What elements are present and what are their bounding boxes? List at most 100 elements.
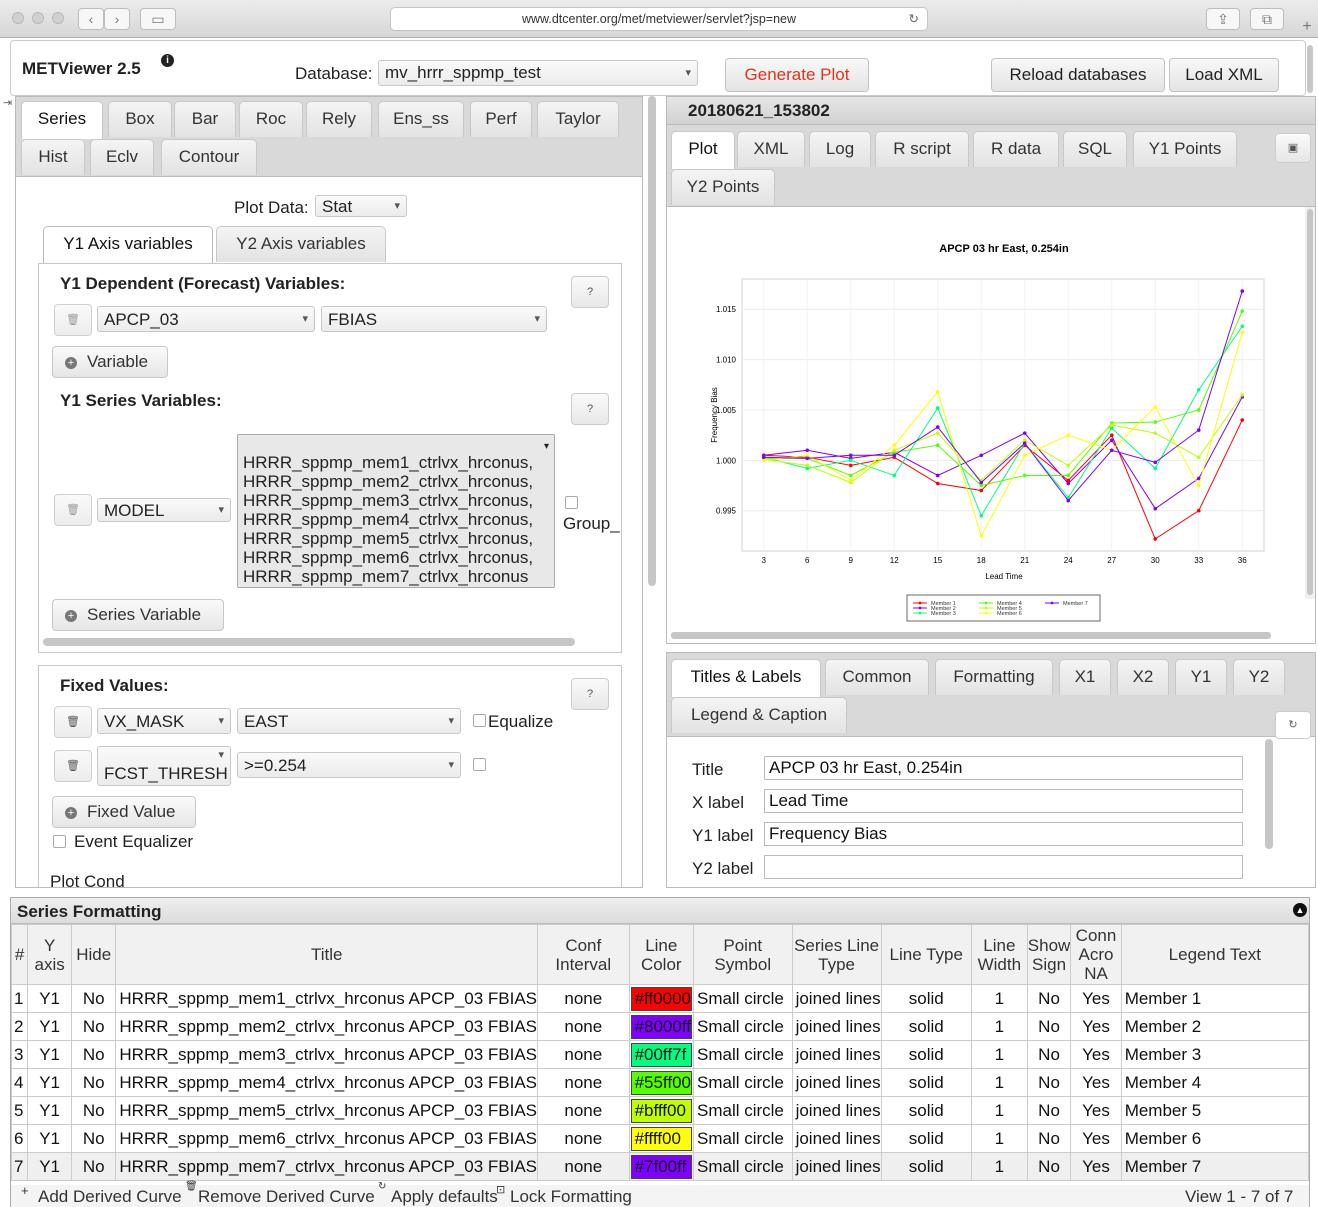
trash-icon[interactable]: 🗑 — [54, 750, 92, 782]
line-color-cell[interactable]: #bfff00 — [628, 1096, 694, 1125]
tab-bar[interactable]: Bar — [174, 101, 236, 137]
line-width-cell[interactable]: 1 — [970, 1012, 1028, 1041]
add-derived-curve-button[interactable]: Add Derived Curve — [38, 1187, 182, 1206]
title-cell[interactable]: HRRR_sppmp_mem6_ctrlvx_hrconus APCP_03 F… — [115, 1124, 539, 1153]
point-symbol-cell[interactable]: Small circle — [692, 1068, 793, 1097]
color-swatch[interactable]: #00ff7f — [630, 1042, 692, 1067]
table-row[interactable]: 1 Y1 No HRRR_sppmp_mem1_ctrlvx_hrconus APCP… — [10, 984, 1310, 1013]
help-fixed-button[interactable]: ? — [571, 678, 609, 710]
tab-roc[interactable]: Roc — [239, 101, 303, 137]
conf-interval-cell[interactable]: none — [537, 1124, 630, 1153]
fixed2-checkbox[interactable] — [473, 758, 486, 771]
line-color-cell[interactable]: #00ff7f — [628, 1040, 694, 1069]
minimize-window-icon[interactable] — [32, 12, 44, 24]
equalize-checkbox[interactable] — [473, 714, 486, 727]
tab-hist[interactable]: Hist — [21, 139, 85, 175]
legend-text-cell[interactable]: Member 6 — [1120, 1124, 1310, 1153]
col-hide[interactable]: Hide — [70, 924, 117, 985]
tab-rely[interactable]: Rely — [306, 101, 372, 137]
load-xml-button[interactable]: Load XML — [1169, 58, 1279, 92]
legend-text-cell[interactable]: Member 4 — [1120, 1068, 1310, 1097]
hide-cell[interactable]: No — [70, 1124, 117, 1153]
col-line-type[interactable]: Line Type — [880, 924, 972, 985]
color-swatch[interactable]: #ffff00 — [630, 1126, 692, 1151]
line-type-cell[interactable]: solid — [880, 1152, 972, 1181]
title-field[interactable]: APCP 03 hr East, 0.254in — [764, 756, 1243, 780]
list-item[interactable]: HRRR_sppmp_mem3_ctrlvx_hrconus, — [243, 491, 534, 510]
remove-derived-curve-button[interactable]: Remove Derived Curve — [198, 1187, 375, 1206]
line-width-cell[interactable]: 1 — [970, 984, 1028, 1013]
series-line-type-cell[interactable]: joined lines — [791, 1096, 882, 1125]
legend-text-cell[interactable]: Member 7 — [1120, 1152, 1310, 1181]
table-row[interactable]: 3 Y1 No HRRR_sppmp_mem3_ctrlvx_hrconus APCP… — [10, 1040, 1310, 1069]
line-width-cell[interactable]: 1 — [970, 1096, 1028, 1125]
show-sign-cell[interactable]: No — [1026, 1124, 1072, 1153]
color-swatch[interactable]: #ff0000 — [630, 986, 692, 1011]
event-equalizer-checkbox[interactable] — [53, 835, 66, 848]
line-type-cell[interactable]: solid — [880, 1012, 972, 1041]
col-series-line-type[interactable]: Series Line Type — [791, 924, 882, 985]
conf-interval-cell[interactable]: none — [537, 1040, 630, 1069]
add-fixed-value-button[interactable]: + Fixed Value — [52, 796, 196, 828]
line-type-cell[interactable]: solid — [880, 1040, 972, 1069]
series-line-type-cell[interactable]: joined lines — [791, 1124, 882, 1153]
conf-interval-cell[interactable]: none — [537, 1012, 630, 1041]
point-symbol-cell[interactable]: Small circle — [692, 1096, 793, 1125]
y-axis-cell[interactable]: Y1 — [27, 1040, 72, 1069]
plot-vertical-scrollbar[interactable] — [1307, 209, 1313, 595]
header-scrollbar[interactable] — [1307, 45, 1313, 93]
conn-acro-na-cell[interactable]: Yes — [1070, 1040, 1122, 1069]
line-type-cell[interactable]: solid — [880, 984, 972, 1013]
series-line-type-cell[interactable]: joined lines — [791, 984, 882, 1013]
show-sign-cell[interactable]: No — [1026, 1068, 1072, 1097]
tab-contour[interactable]: Contour — [161, 139, 257, 175]
fixed-value-select-1[interactable]: EAST — [237, 708, 461, 734]
title-cell[interactable]: HRRR_sppmp_mem4_ctrlvx_hrconus APCP_03 F… — [115, 1068, 539, 1097]
conf-interval-cell[interactable]: none — [537, 984, 630, 1013]
tab-y2-axis-variables[interactable]: Y2 Axis variables — [216, 226, 386, 262]
tab-xml[interactable]: XML — [737, 131, 805, 167]
list-item[interactable]: HRRR_sppmp_mem4_ctrlvx_hrconus, — [243, 510, 534, 529]
hide-cell[interactable]: No — [70, 1012, 117, 1041]
tab-titles-labels[interactable]: Titles & Labels — [671, 659, 821, 697]
fixed-variable-select-2[interactable]: FCST_THRESH — [97, 746, 231, 786]
tab-taylor[interactable]: Taylor — [537, 101, 619, 137]
database-select[interactable]: mv_hrrr_sppmp_test — [378, 60, 698, 86]
line-color-cell[interactable]: #7f00ff — [628, 1152, 694, 1181]
line-type-cell[interactable]: solid — [880, 1068, 972, 1097]
table-row[interactable]: 5 Y1 No HRRR_sppmp_mem5_ctrlvx_hrconus APCP… — [10, 1096, 1310, 1125]
show-sign-cell[interactable]: No — [1026, 1040, 1072, 1069]
y2label-field[interactable] — [764, 855, 1243, 879]
color-swatch[interactable]: #bfff00 — [630, 1098, 692, 1123]
title-cell[interactable]: HRRR_sppmp_mem2_ctrlvx_hrconus APCP_03 F… — [115, 1012, 539, 1041]
dependent-variable-select[interactable]: APCP_03 — [97, 306, 315, 332]
trash-icon[interactable]: 🗑 — [54, 304, 92, 336]
fixed-variable-select-1[interactable]: VX_MASK — [97, 708, 231, 734]
table-row[interactable]: 4 Y1 No HRRR_sppmp_mem4_ctrlvx_hrconus APCP… — [10, 1068, 1310, 1097]
series-line-type-cell[interactable]: joined lines — [791, 1068, 882, 1097]
line-width-cell[interactable]: 1 — [970, 1068, 1028, 1097]
trash-icon[interactable]: 🗑 — [54, 494, 92, 526]
collapse-icon[interactable]: ▲ — [1293, 903, 1307, 917]
close-window-icon[interactable] — [12, 12, 24, 24]
point-symbol-cell[interactable]: Small circle — [692, 1152, 793, 1181]
lock-formatting-button[interactable]: Lock Formatting — [510, 1187, 632, 1206]
line-width-cell[interactable]: 1 — [970, 1040, 1028, 1069]
col-title[interactable]: Title — [115, 924, 539, 985]
show-sign-cell[interactable]: No — [1026, 1012, 1072, 1041]
tab-y1-points[interactable]: Y1 Points — [1133, 131, 1237, 167]
add-variable-button[interactable]: + Variable — [52, 346, 168, 378]
list-item[interactable]: HRRR_sppmp_mem6_ctrlvx_hrconus, — [243, 548, 534, 567]
refresh-icon[interactable]: ↻ — [1275, 711, 1311, 739]
dependent-stat-select[interactable]: FBIAS — [321, 306, 547, 332]
line-color-cell[interactable]: #ff0000 — [628, 984, 694, 1013]
back-icon[interactable]: ‹ — [78, 8, 104, 30]
line-color-cell[interactable]: #ffff00 — [628, 1124, 694, 1153]
y-axis-cell[interactable]: Y1 — [27, 1096, 72, 1125]
y-axis-cell[interactable]: Y1 — [27, 1068, 72, 1097]
col-number[interactable]: # — [10, 924, 29, 985]
tab-y1[interactable]: Y1 — [1175, 659, 1227, 695]
conn-acro-na-cell[interactable]: Yes — [1070, 1068, 1122, 1097]
tab-perf[interactable]: Perf — [470, 101, 532, 137]
line-color-cell[interactable]: #8000ff — [628, 1012, 694, 1041]
